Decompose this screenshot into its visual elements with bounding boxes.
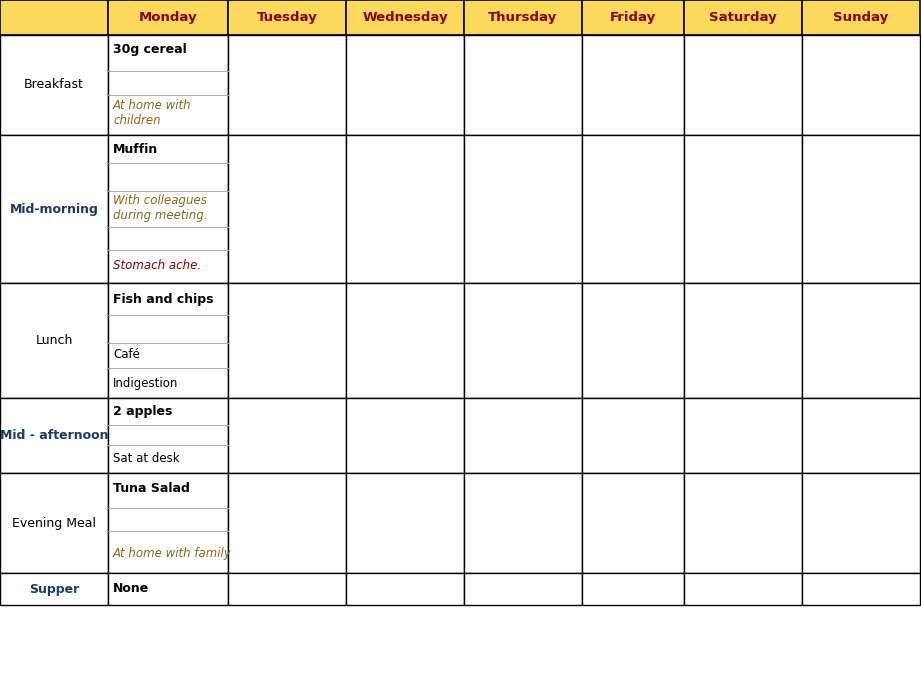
Text: Breakfast: Breakfast (24, 79, 84, 92)
Text: At home with
children: At home with children (113, 99, 192, 127)
Bar (228, 573, 346, 605)
Text: 2 apples: 2 apples (113, 405, 172, 418)
Text: Muffin: Muffin (113, 143, 158, 155)
Bar (684, 573, 802, 605)
Bar (0, 398, 108, 473)
Bar (802, 0, 920, 35)
Text: Tuesday: Tuesday (257, 11, 318, 24)
Bar (464, 0, 582, 35)
Text: Lunch: Lunch (35, 334, 73, 347)
Bar (108, 283, 228, 398)
Bar (684, 135, 802, 283)
Bar (346, 473, 464, 573)
Bar (464, 573, 582, 605)
Bar (346, 135, 464, 283)
Text: Evening Meal: Evening Meal (12, 516, 96, 530)
Bar (802, 573, 920, 605)
Text: Supper: Supper (29, 583, 79, 596)
Bar (346, 35, 464, 135)
Bar (582, 283, 684, 398)
Text: None: None (113, 583, 149, 596)
Bar (0, 573, 108, 605)
Bar (582, 0, 684, 35)
Text: Sat at desk: Sat at desk (113, 452, 180, 464)
Bar (228, 0, 346, 35)
Bar (228, 35, 346, 135)
Bar (684, 0, 802, 35)
Bar (582, 573, 684, 605)
Text: With colleagues
during meeting.: With colleagues during meeting. (113, 194, 207, 221)
Bar (346, 398, 464, 473)
Bar (802, 283, 920, 398)
Text: Sunday: Sunday (834, 11, 889, 24)
Bar (0, 135, 108, 283)
Text: At home with family: At home with family (113, 546, 232, 559)
Bar (228, 283, 346, 398)
Bar (346, 283, 464, 398)
Bar (464, 398, 582, 473)
Text: Café: Café (113, 348, 140, 361)
Bar (108, 398, 228, 473)
Bar (802, 35, 920, 135)
Text: Saturday: Saturday (709, 11, 777, 24)
Bar (582, 135, 684, 283)
Bar (582, 398, 684, 473)
Text: Monday: Monday (139, 11, 197, 24)
Bar (684, 398, 802, 473)
Bar (0, 473, 108, 573)
Bar (464, 35, 582, 135)
Bar (464, 283, 582, 398)
Bar (108, 135, 228, 283)
Bar (684, 35, 802, 135)
Bar (346, 573, 464, 605)
Bar (684, 283, 802, 398)
Bar (802, 135, 920, 283)
Text: Mid - afternoon: Mid - afternoon (0, 429, 109, 442)
Bar (108, 0, 228, 35)
Bar (0, 283, 108, 398)
Bar (464, 473, 582, 573)
Text: Tuna Salad: Tuna Salad (113, 483, 190, 495)
Bar (108, 473, 228, 573)
Bar (582, 473, 684, 573)
Text: Stomach ache.: Stomach ache. (113, 258, 201, 272)
Bar (346, 0, 464, 35)
Text: Indigestion: Indigestion (113, 377, 179, 390)
Bar (802, 398, 920, 473)
Bar (0, 0, 108, 35)
Text: Fish and chips: Fish and chips (113, 293, 214, 306)
Text: Friday: Friday (610, 11, 656, 24)
Text: Thursday: Thursday (488, 11, 557, 24)
Bar (802, 473, 920, 573)
Bar (228, 473, 346, 573)
Bar (0, 35, 108, 135)
Bar (464, 135, 582, 283)
Bar (228, 135, 346, 283)
Bar (582, 35, 684, 135)
Bar (684, 473, 802, 573)
Text: 30g cereal: 30g cereal (113, 42, 187, 55)
Text: Mid-morning: Mid-morning (9, 203, 99, 215)
Bar (228, 398, 346, 473)
Text: Wednesday: Wednesday (362, 11, 448, 24)
Bar (108, 35, 228, 135)
Bar (108, 573, 228, 605)
